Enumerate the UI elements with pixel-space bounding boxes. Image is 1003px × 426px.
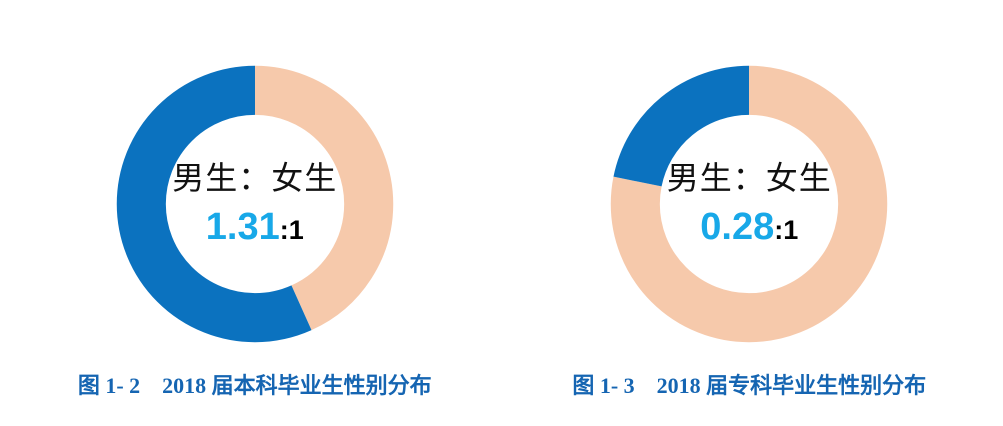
donut-chart-undergraduate: 男生：女生 1.31:1 xyxy=(111,60,399,348)
figure-caption-vocational: 图 1- 3 2018 届专科毕业生性别分布 xyxy=(572,373,927,398)
figure-vocational-gender: 男生：女生 0.28:1 图 1- 3 2018 届专科毕业生性别分布 xyxy=(502,0,1003,426)
donut-ring-vocational xyxy=(611,65,888,343)
donut-ring-undergraduate xyxy=(116,65,393,343)
figure-undergraduate-gender: 男生：女生 1.31:1 图 1- 2 2018 届本科毕业生性别分布 xyxy=(77,60,432,398)
figure-caption-undergraduate: 图 1- 2 2018 届本科毕业生性别分布 xyxy=(77,373,432,398)
donut-chart-vocational: 男生：女生 0.28:1 xyxy=(605,60,893,348)
